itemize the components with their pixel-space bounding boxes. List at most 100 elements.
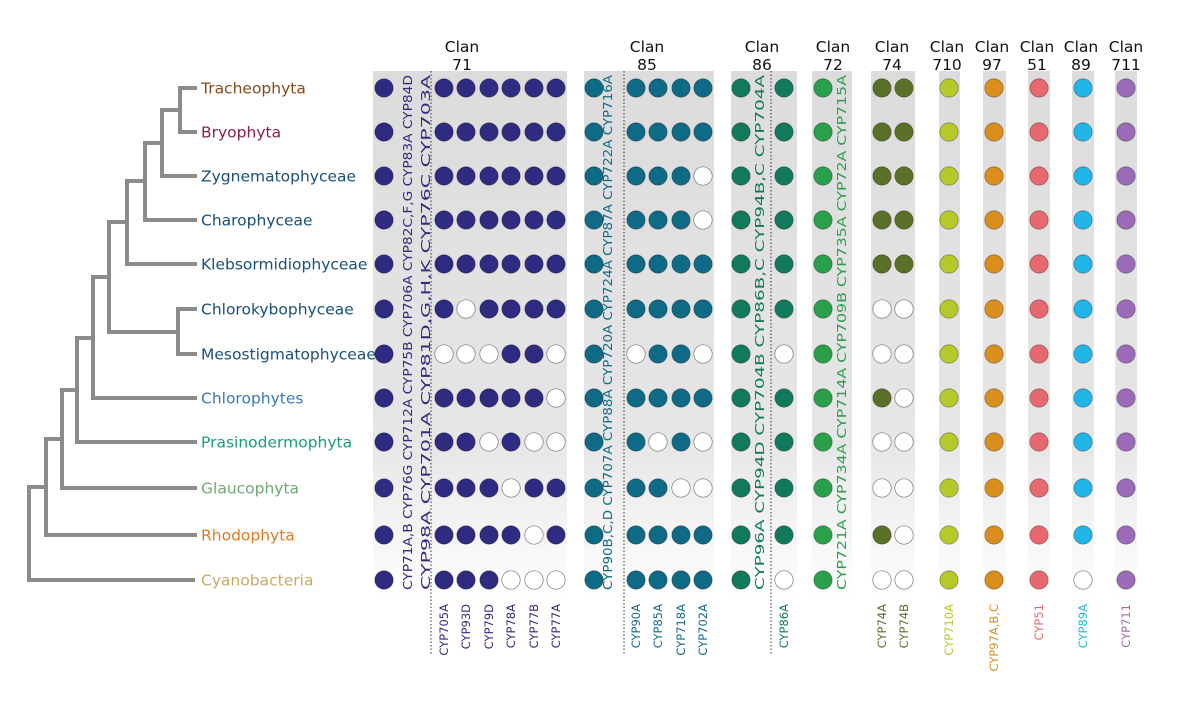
presence-dot <box>872 254 892 274</box>
absence-dot <box>524 525 544 545</box>
presence-dot <box>626 525 646 545</box>
presence-dot <box>731 254 751 274</box>
presence-dot <box>671 299 691 319</box>
presence-dot <box>374 570 394 590</box>
presence-dot <box>813 166 833 186</box>
clan-51-band <box>1028 71 1050 598</box>
clan-85-band <box>584 71 714 598</box>
taxon-glaucophyta: Glaucophyta <box>201 480 299 498</box>
column-label-cyp78a: CYP78A <box>504 604 518 648</box>
presence-dot <box>626 78 646 98</box>
absence-dot <box>456 299 476 319</box>
presence-dot <box>1073 210 1093 230</box>
absence-dot <box>894 432 914 452</box>
presence-dot <box>1116 122 1136 142</box>
presence-dot <box>1029 432 1049 452</box>
presence-dot <box>626 388 646 408</box>
presence-dot <box>813 299 833 319</box>
taxon-zygnematophyceae: Zygnematophyceae <box>201 168 356 186</box>
absence-dot <box>872 344 892 364</box>
clan-710-number: 710 <box>932 56 962 74</box>
clan-74-band <box>871 71 915 598</box>
clan-51-number: 51 <box>1027 56 1047 74</box>
column-label-cyp718a: CYP718A <box>674 604 688 656</box>
presence-dot <box>1116 570 1136 590</box>
phylogenetic-tree <box>27 86 197 582</box>
presence-dot <box>1029 478 1049 498</box>
presence-dot <box>984 166 1004 186</box>
absence-dot <box>546 344 566 364</box>
clan-89-title: Clan <box>1064 38 1098 56</box>
absence-dot <box>671 478 691 498</box>
presence-dot <box>1073 432 1093 452</box>
presence-dot <box>774 210 794 230</box>
presence-dot <box>1029 388 1049 408</box>
presence-dot <box>434 525 454 545</box>
presence-dot <box>456 478 476 498</box>
column-label-cyp90a: CYP90A <box>629 604 643 648</box>
presence-dot <box>671 525 691 545</box>
absence-dot <box>546 388 566 408</box>
presence-dot <box>584 388 604 408</box>
absence-dot <box>546 570 566 590</box>
presence-dot <box>1029 254 1049 274</box>
presence-dot <box>693 570 713 590</box>
presence-dot <box>984 254 1004 274</box>
presence-dot <box>524 122 544 142</box>
clan-710-band <box>939 71 960 598</box>
presence-dot <box>872 166 892 186</box>
presence-dot <box>479 525 499 545</box>
clan-710-title: Clan <box>930 38 964 56</box>
clan-bands <box>373 71 1137 655</box>
column-label-cyp711: CYP711 <box>1119 604 1133 648</box>
presence-dot <box>1116 432 1136 452</box>
presence-dot <box>894 166 914 186</box>
column-label-cyp710a: CYP710A <box>942 604 956 656</box>
presence-dot <box>813 122 833 142</box>
presence-dot <box>479 254 499 274</box>
presence-dot <box>626 432 646 452</box>
presence-dot <box>524 254 544 274</box>
presence-dot <box>731 525 751 545</box>
presence-dot <box>731 388 751 408</box>
presence-dot <box>648 299 668 319</box>
taxon-labels: Tracheophyta Bryophyta Zygnematophyceae Cha… <box>200 80 376 590</box>
presence-dot <box>648 570 668 590</box>
absence-dot <box>872 478 892 498</box>
clan-71-title: Clan <box>445 38 479 56</box>
column-label-cyp86a: CYP86A <box>777 604 791 648</box>
presence-dot <box>1073 78 1093 98</box>
presence-dot <box>872 525 892 545</box>
absence-dot <box>479 432 499 452</box>
absence-dot <box>872 432 892 452</box>
presence-dot <box>984 210 1004 230</box>
presence-dot <box>813 78 833 98</box>
presence-dot <box>774 525 794 545</box>
presence-dot <box>939 122 959 142</box>
column-label-cyp74b: CYP74B <box>897 604 911 648</box>
presence-dot <box>872 78 892 98</box>
presence-dot <box>984 299 1004 319</box>
column-label-cyp89a: CYP89A <box>1076 604 1090 648</box>
presence-dot <box>434 254 454 274</box>
column-label-cyp702a: CYP702A <box>696 604 710 656</box>
presence-dot <box>894 122 914 142</box>
presence-dot <box>434 299 454 319</box>
presence-dot <box>374 344 394 364</box>
presence-dot <box>939 254 959 274</box>
clan-74-number: 74 <box>882 56 902 74</box>
clan-71-band <box>373 71 567 598</box>
presence-dot <box>731 344 751 364</box>
presence-dot <box>456 122 476 142</box>
presence-dot <box>374 166 394 186</box>
clan-89-band <box>1072 71 1094 598</box>
absence-dot <box>524 432 544 452</box>
presence-dot <box>524 78 544 98</box>
presence-dot <box>693 78 713 98</box>
presence-dot <box>546 78 566 98</box>
presence-dot <box>648 122 668 142</box>
presence-dot <box>374 388 394 408</box>
presence-dot <box>479 78 499 98</box>
presence-dot <box>546 122 566 142</box>
presence-dot <box>584 344 604 364</box>
